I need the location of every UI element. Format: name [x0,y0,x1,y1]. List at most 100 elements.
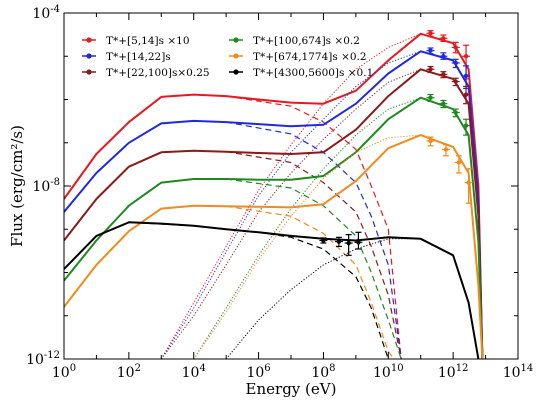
y-tick-label: 10-8 [32,177,60,195]
series-3-point-1 [439,99,448,109]
series-0-point-0 [426,30,435,37]
legend-item-0: T*+[5,14]s ×10 [82,35,190,47]
legend-label: T*+[4300,5600]s ×0.1 [253,67,373,79]
series-5-point-3 [354,231,363,250]
series-4-ic-curve [193,134,470,359]
y-tick-label: 10-4 [32,4,60,22]
data-point [453,45,458,50]
data-point [321,238,326,243]
legend-label: T*+[100,674]s ×0.2 [253,35,360,47]
data-point [356,240,361,245]
legend-swatch-marker [86,37,92,43]
series-0-point-2 [451,41,460,54]
x-tick-label: 108 [311,363,335,381]
series-1-total-curve [64,50,484,359]
y-tick-label: 10-12 [26,350,60,368]
series-2-point-1 [439,71,448,79]
plot-frame [63,12,519,360]
legend-label: T*+[22,100]s×0.25 [106,67,210,79]
x-tick-label: 102 [117,363,141,381]
series-1 [64,47,484,359]
data-point [428,31,433,36]
x-tick-label: 1012 [438,363,469,381]
series-4 [64,134,484,359]
x-tick-label: 1014 [503,363,534,381]
series-2-point-0 [426,65,435,74]
series-3-total-curve [64,96,484,359]
series-4-total-curve [64,134,484,359]
series-5-total-curve [64,221,480,359]
series-4-point-3 [464,168,473,204]
legend-item-4: T*+[674,1774]s ×0.2 [229,51,367,63]
series-1-sync-curve [225,121,402,359]
legend-swatch-marker [233,37,239,43]
x-axis-label: Energy (eV) [246,380,337,398]
series-4-point-0 [426,136,435,147]
data-point [456,160,462,165]
x-tick-label: 1010 [373,363,404,381]
data-point [441,72,446,77]
legend-swatch-marker [86,69,92,75]
series-2-point-3 [462,85,471,105]
data-point [428,138,433,144]
series-1-point-1 [439,52,448,60]
series-3-point-3 [462,118,471,136]
data-point [428,48,433,53]
series-1-point-0 [426,47,435,55]
series-2-ic-curve [160,68,470,359]
series-1-point-2 [451,58,460,69]
x-tick-label: 104 [182,363,206,381]
legend-label: T*+[14,22]s [106,51,171,63]
series-5-point-2 [344,234,353,256]
data-point [336,239,342,244]
legend-item-3: T*+[100,674]s ×0.2 [229,35,360,47]
legend-item-2: T*+[22,100]s×0.25 [82,67,210,79]
series-1-point-3 [462,65,471,90]
legend-swatch-marker [233,53,239,59]
data-point [453,110,458,115]
series-2-total-curve [64,68,484,359]
series-2-point-2 [451,77,460,87]
data-point [463,73,469,79]
plot-area [64,13,518,359]
data-point [428,67,433,72]
series-4-point-1 [441,144,450,157]
series-2 [64,65,484,359]
series-3 [64,93,484,359]
series-4-sync-curve [226,205,395,359]
series-5 [64,221,480,359]
data-point [441,101,446,106]
series-5-point-1 [334,236,343,248]
data-point [443,147,449,152]
x-tick-label: 106 [246,363,270,381]
x-tick-label: 100 [52,363,76,381]
data-point [463,54,469,59]
series-0-sync-curve [226,95,402,359]
legend-item-5: T*+[4300,5600]s ×0.1 [229,67,373,79]
series-2-sync-curve [226,151,402,359]
data-point [441,36,446,41]
series-0 [64,30,484,359]
legend-label: T*+[674,1774]s ×0.2 [253,51,367,63]
series-3-point-0 [426,93,435,103]
series-5-point-0 [319,237,328,244]
y-axis-label: Flux (erg/cm²/s) [8,125,26,247]
series-3-point-2 [451,108,460,118]
series-3-sync-curve [226,178,402,359]
series-0-total-curve [64,32,484,359]
legend-swatch-marker [86,53,92,59]
data-point [453,79,458,84]
legend-swatch-marker [233,69,239,75]
data-point [441,54,446,59]
legend-item-1: T*+[14,22]s [82,51,171,63]
series-4-point-2 [454,155,463,174]
data-point [346,240,351,246]
data-point [428,95,433,100]
legend-label: T*+[5,14]s ×10 [106,35,190,47]
data-point [466,180,471,185]
data-point [463,123,469,128]
data-point [453,60,458,66]
data-point [463,92,469,97]
